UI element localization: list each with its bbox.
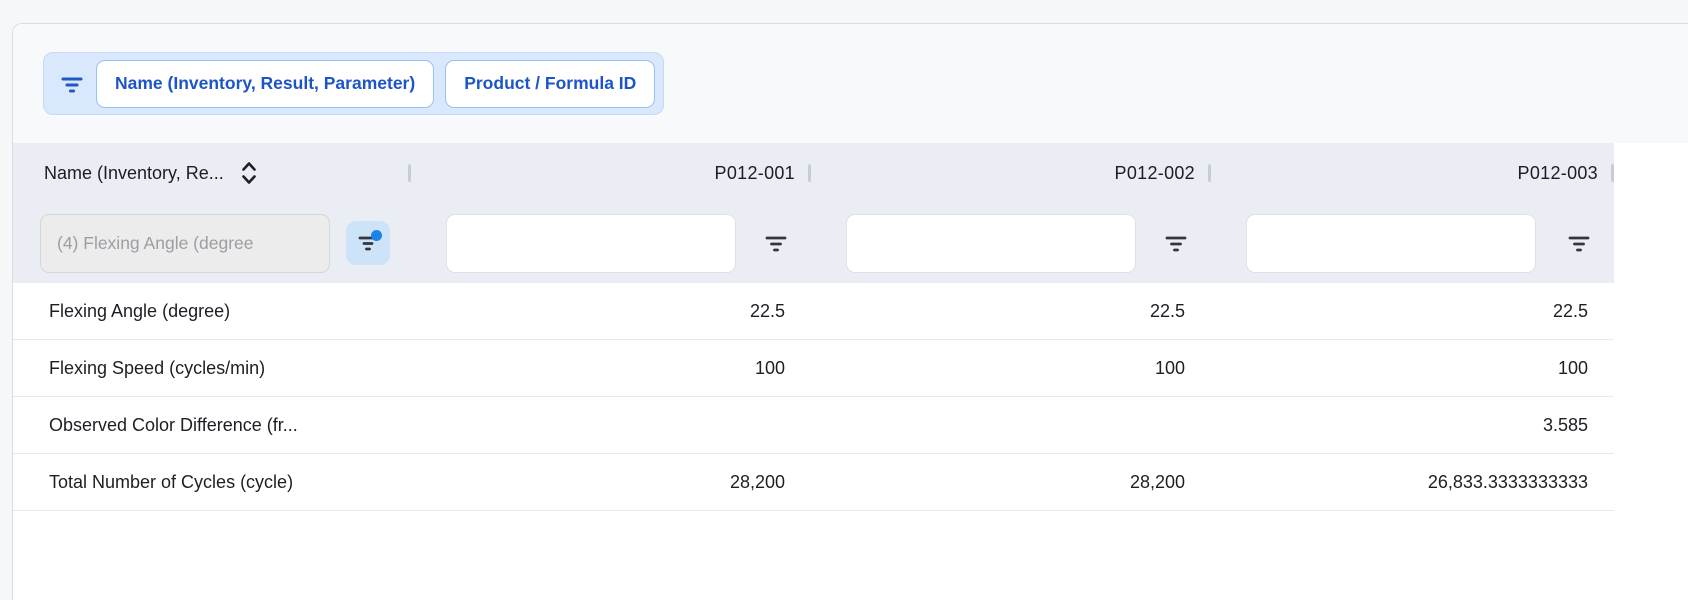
data-grid-panel: Name (Inventory, Result, Parameter) Prod… (12, 23, 1688, 600)
p012-003-filter-menu-icon[interactable] (1566, 230, 1592, 256)
cell-value (811, 397, 1211, 453)
table-row: Flexing Angle (degree) 22.5 22.5 22.5 (13, 283, 1614, 340)
row-label: Observed Color Difference (fr... (49, 414, 298, 435)
filter-cell-p012-003 (1211, 203, 1614, 283)
cell-value: 100 (1154, 357, 1185, 378)
p012-002-filter-input[interactable] (846, 213, 1136, 273)
cell-value: 22.5 (1149, 300, 1185, 321)
column-header-p012-001-label: P012-001 (714, 162, 795, 183)
column-header-name-label: Name (Inventory, Re... (44, 162, 224, 183)
filter-cell-p012-002 (811, 203, 1211, 283)
table-row: Flexing Speed (cycles/min) 100 100 100 (13, 340, 1614, 397)
column-resize-handle[interactable] (808, 164, 811, 182)
cell-value (411, 397, 811, 453)
filter-bar: Name (Inventory, Result, Parameter) Prod… (13, 24, 1688, 143)
row-label: Flexing Angle (degree) (49, 300, 231, 321)
column-header-p012-001[interactable]: P012-001 (411, 143, 811, 203)
filter-cell-name (13, 203, 411, 283)
sort-icon[interactable] (239, 159, 259, 187)
column-header-p012-003[interactable]: P012-003 (1211, 143, 1614, 203)
column-resize-handle[interactable] (408, 164, 411, 182)
cell-value: 22.5 (749, 300, 785, 321)
header-row: Name (Inventory, Re... P012-001 P012-002 (13, 143, 1614, 203)
column-resize-handle[interactable] (1208, 164, 1211, 182)
p012-001-filter-menu-icon[interactable] (763, 230, 789, 256)
p012-003-filter-input[interactable] (1246, 213, 1536, 273)
table-row: Observed Color Difference (fr... 3.585 (13, 397, 1614, 454)
cell-value: 28,200 (1129, 471, 1185, 492)
filter-cell-p012-001 (411, 203, 811, 283)
filter-chip-name[interactable]: Name (Inventory, Result, Parameter) (96, 59, 435, 108)
filter-row (13, 203, 1614, 283)
column-header-p012-002[interactable]: P012-002 (811, 143, 1211, 203)
cell-value: 3.585 (1542, 414, 1588, 435)
cell-value: 26,833.3333333333 (1427, 471, 1588, 492)
data-grid: Name (Inventory, Re... P012-001 P012-002 (13, 143, 1614, 511)
name-filter-input[interactable] (40, 213, 330, 273)
row-label: Total Number of Cycles (cycle) (49, 471, 294, 492)
cell-value: 100 (754, 357, 785, 378)
column-header-name[interactable]: Name (Inventory, Re... (13, 143, 411, 203)
p012-001-filter-input[interactable] (446, 213, 736, 273)
cell-value: 28,200 (729, 471, 785, 492)
table-row: Total Number of Cycles (cycle) 28,200 28… (13, 454, 1614, 511)
cell-value: 100 (1557, 357, 1588, 378)
p012-002-filter-menu-icon[interactable] (1163, 230, 1189, 256)
row-label: Flexing Speed (cycles/min) (49, 357, 266, 378)
column-header-p012-003-label: P012-003 (1517, 162, 1598, 183)
column-header-p012-002-label: P012-002 (1114, 162, 1195, 183)
active-filter-badge (371, 230, 382, 241)
filter-lines-icon (59, 71, 85, 97)
filter-chip-product-formula-id[interactable]: Product / Formula ID (445, 59, 656, 108)
cell-value: 22.5 (1552, 300, 1588, 321)
column-resize-handle[interactable] (1611, 164, 1614, 182)
name-filter-menu-button[interactable] (346, 221, 390, 265)
filter-chip-group: Name (Inventory, Result, Parameter) Prod… (43, 52, 665, 115)
